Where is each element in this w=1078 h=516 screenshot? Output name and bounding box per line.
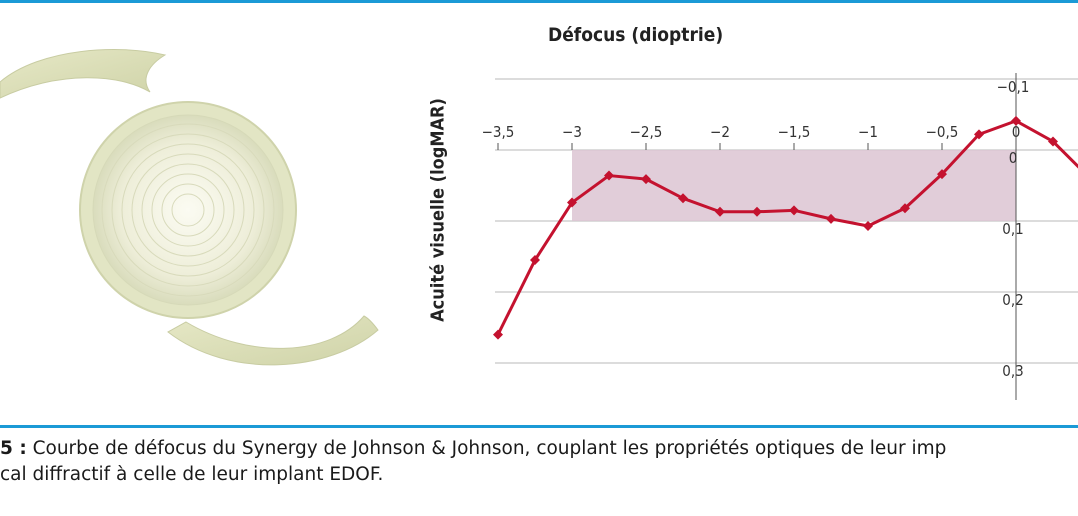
top-rule [0,0,1078,3]
data-point [937,169,947,180]
x-tick-label: −3,5 [482,123,515,141]
caption-line-1: 5 : Courbe de défocus du Synergy de John… [0,436,1078,462]
lower-haptic [167,315,379,366]
data-point [974,129,984,140]
data-point [641,174,651,185]
y-tick-label: 0,1 [1002,220,1023,238]
data-point [752,206,762,217]
data-point [604,170,614,181]
x-tick-label: −2,5 [630,123,663,141]
upper-haptic [0,49,167,99]
bottom-rule [0,425,1078,428]
x-tick-label: −1,5 [778,123,811,141]
optic-body [92,114,284,306]
x-tick-label: −3 [562,123,582,141]
caption-lead: 5 : [0,438,27,459]
data-point [1011,115,1021,126]
data-point [493,329,503,340]
x-tick-label: −0,5 [926,123,959,141]
x-tick-label: −2 [710,123,730,141]
y-tick-label: 0 [1009,149,1018,167]
y-tick-label: −0,1 [997,78,1030,96]
lens-image [0,49,379,366]
caption-line-2: cal diffractif à celle de leur implant E… [0,464,384,485]
figure-caption: 5 : Courbe de défocus du Synergy de John… [0,436,1078,488]
x-axis-title: Défocus (dioptrie) [548,24,724,46]
data-point [715,206,725,217]
data-point [826,213,836,224]
data-point [863,220,873,231]
data-point [900,203,910,214]
x-tick-label: −1 [858,123,878,141]
data-point [678,193,688,204]
y-tick-label: 0,3 [1002,362,1023,380]
data-point [789,205,799,216]
y-axis-title: Acuité visuelle (logMAR) [427,98,449,322]
data-point [530,255,540,266]
data-point [1048,136,1058,147]
data-point [567,197,577,208]
defocus-chart: −0,1 0 0,1 0,2 0,3 −3,5 −3 −2,5 −2 −1,5 −1 −0,5 0 [0,49,1078,400]
caption-text-1: Courbe de défocus du Synergy de Johnson … [26,438,947,459]
x-tick-label: 0 [1012,123,1021,141]
y-tick-label: 0,2 [1002,291,1023,309]
